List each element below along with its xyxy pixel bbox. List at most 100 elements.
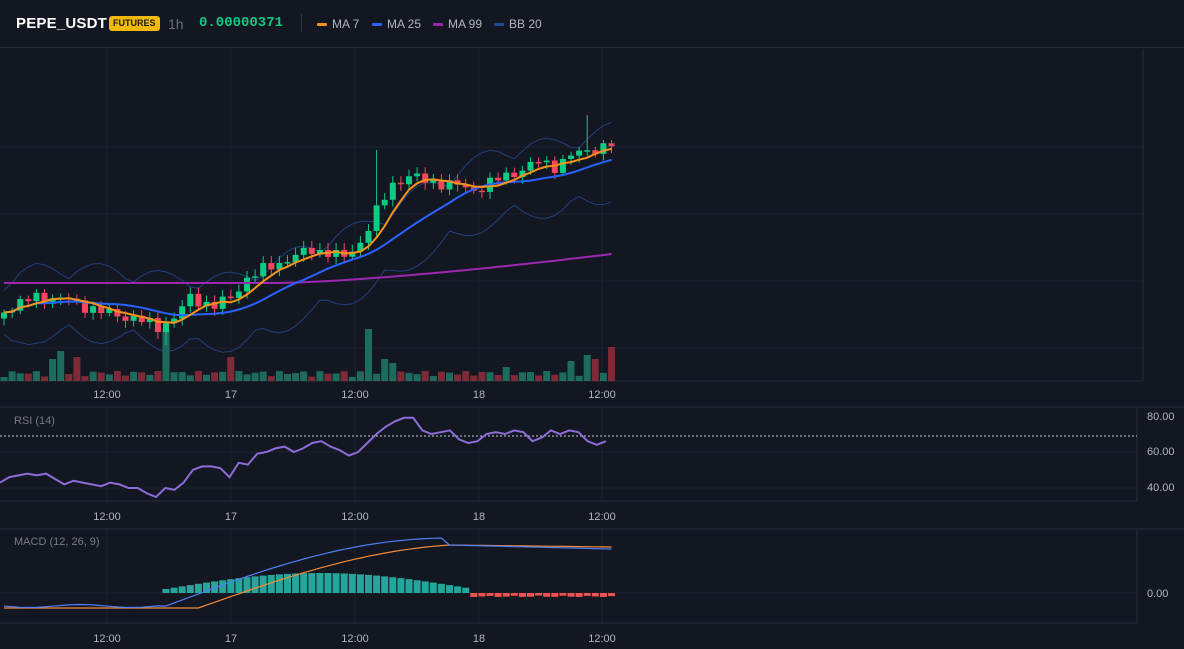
macd-hist-bar bbox=[340, 573, 348, 593]
candle-body bbox=[227, 296, 234, 299]
volume-bar bbox=[170, 372, 178, 381]
macd-hist-bar bbox=[275, 574, 283, 593]
macd-hist-bar bbox=[243, 577, 251, 593]
macd-hist-bar bbox=[397, 578, 405, 593]
candle-body bbox=[49, 298, 56, 304]
candle-body bbox=[114, 308, 121, 317]
volume-bar bbox=[16, 373, 24, 381]
legend-ma7[interactable]: MA 7 bbox=[317, 17, 359, 31]
x-axis-label: 12:00 bbox=[93, 389, 121, 401]
macd-hist-bar bbox=[194, 583, 202, 593]
bollinger-bands bbox=[3, 121, 612, 353]
symbol-name[interactable]: PEPE_USDT bbox=[16, 15, 107, 32]
volume-bar bbox=[178, 372, 186, 381]
candle-body bbox=[503, 172, 510, 181]
volume-bar bbox=[162, 329, 170, 381]
volume-bar bbox=[421, 371, 429, 381]
volume-bar bbox=[292, 373, 300, 381]
candle-body bbox=[454, 180, 461, 185]
macd-hist-bar bbox=[324, 573, 332, 593]
candle-body bbox=[559, 158, 566, 173]
candle-body bbox=[511, 172, 518, 178]
volume-bar bbox=[583, 355, 591, 381]
candle-body bbox=[211, 301, 218, 309]
macd-hist-bar bbox=[356, 574, 364, 593]
volume-bar bbox=[381, 359, 389, 381]
ma25-swatch bbox=[372, 22, 382, 26]
bb-upper-line bbox=[3, 121, 612, 291]
legend-bb20[interactable]: BB 20 bbox=[494, 17, 542, 31]
macd-hist-bar bbox=[429, 582, 437, 593]
x-axis-label: 12:00 bbox=[588, 633, 616, 645]
volume-bar bbox=[551, 374, 559, 381]
moving-averages bbox=[3, 147, 612, 324]
candle-body bbox=[527, 161, 534, 171]
macd-hist-bar bbox=[486, 593, 494, 596]
volume-bar bbox=[462, 371, 470, 381]
macd-hist-bar bbox=[502, 593, 510, 597]
candle-body bbox=[244, 277, 250, 292]
volume-bar bbox=[105, 374, 113, 381]
candle-body bbox=[365, 230, 372, 243]
candle-body bbox=[535, 161, 542, 164]
candle-body bbox=[576, 150, 583, 156]
macd-hist-bar bbox=[292, 573, 300, 593]
volume-bar bbox=[454, 374, 462, 381]
volume-bar bbox=[543, 371, 551, 381]
legend-ma99[interactable]: MA 99 bbox=[433, 17, 482, 31]
legend-ma25[interactable]: MA 25 bbox=[372, 17, 421, 31]
macd-hist-bar bbox=[527, 593, 534, 597]
chart-header: PEPE_USDT FUTURES 1h 0.00000371 MA 7 MA … bbox=[0, 0, 1184, 48]
volume-bar bbox=[259, 371, 267, 381]
candle-body bbox=[373, 205, 380, 231]
rsi-label[interactable]: RSI (14) bbox=[14, 415, 55, 427]
candle-body bbox=[17, 299, 24, 311]
macd-hist-bar bbox=[543, 593, 551, 597]
rsi-pane bbox=[0, 416, 607, 499]
macd-hist-bar bbox=[599, 593, 607, 597]
candle-body bbox=[600, 143, 607, 154]
x-axis-label: 17 bbox=[225, 511, 237, 523]
volume-bar bbox=[275, 371, 283, 381]
macd-hist-bar bbox=[583, 593, 591, 596]
rsi-axis-label: 80.00 bbox=[1147, 411, 1175, 423]
candle-body bbox=[389, 182, 396, 200]
ma99-line bbox=[4, 253, 612, 284]
candle-body bbox=[333, 249, 340, 257]
macd-hist-bar bbox=[591, 593, 599, 597]
volume-bar bbox=[186, 375, 194, 381]
candle-body bbox=[163, 323, 169, 333]
macd-hist-bar bbox=[308, 573, 316, 593]
macd-hist-bar bbox=[259, 575, 267, 593]
macd-hist-bar bbox=[227, 579, 235, 593]
volume-bar bbox=[113, 371, 121, 381]
x-axis-label: 12:00 bbox=[588, 389, 616, 401]
x-axis-label: 12:00 bbox=[588, 511, 616, 523]
candle-body bbox=[568, 155, 574, 159]
volume-bar bbox=[340, 371, 348, 381]
volume-bar bbox=[308, 376, 316, 381]
volume-bar bbox=[356, 371, 364, 381]
volume-bar bbox=[608, 347, 615, 381]
macd-hist-bar bbox=[567, 593, 575, 597]
volume-bar bbox=[397, 371, 405, 381]
volume-bar bbox=[0, 377, 8, 381]
x-axis-label: 12:00 bbox=[341, 511, 369, 523]
candle-body bbox=[543, 160, 550, 163]
volume-bar bbox=[194, 371, 202, 381]
candle-body bbox=[1, 312, 7, 319]
candle-body bbox=[106, 308, 113, 313]
macd-hist-bar bbox=[389, 577, 397, 593]
macd-hist-bar bbox=[186, 585, 194, 593]
candle-body bbox=[381, 199, 388, 206]
candle-body bbox=[414, 173, 421, 177]
macd-hist-bar bbox=[518, 593, 526, 597]
macd-label[interactable]: MACD (12, 26, 9) bbox=[14, 536, 100, 548]
candle-body bbox=[584, 150, 591, 152]
candle-body bbox=[203, 301, 210, 307]
macd-hist-bar bbox=[203, 582, 210, 593]
bb20-swatch bbox=[494, 22, 504, 26]
timeframe-selector[interactable]: 1h bbox=[168, 16, 184, 32]
rsi-axis-label: 60.00 bbox=[1147, 446, 1175, 458]
